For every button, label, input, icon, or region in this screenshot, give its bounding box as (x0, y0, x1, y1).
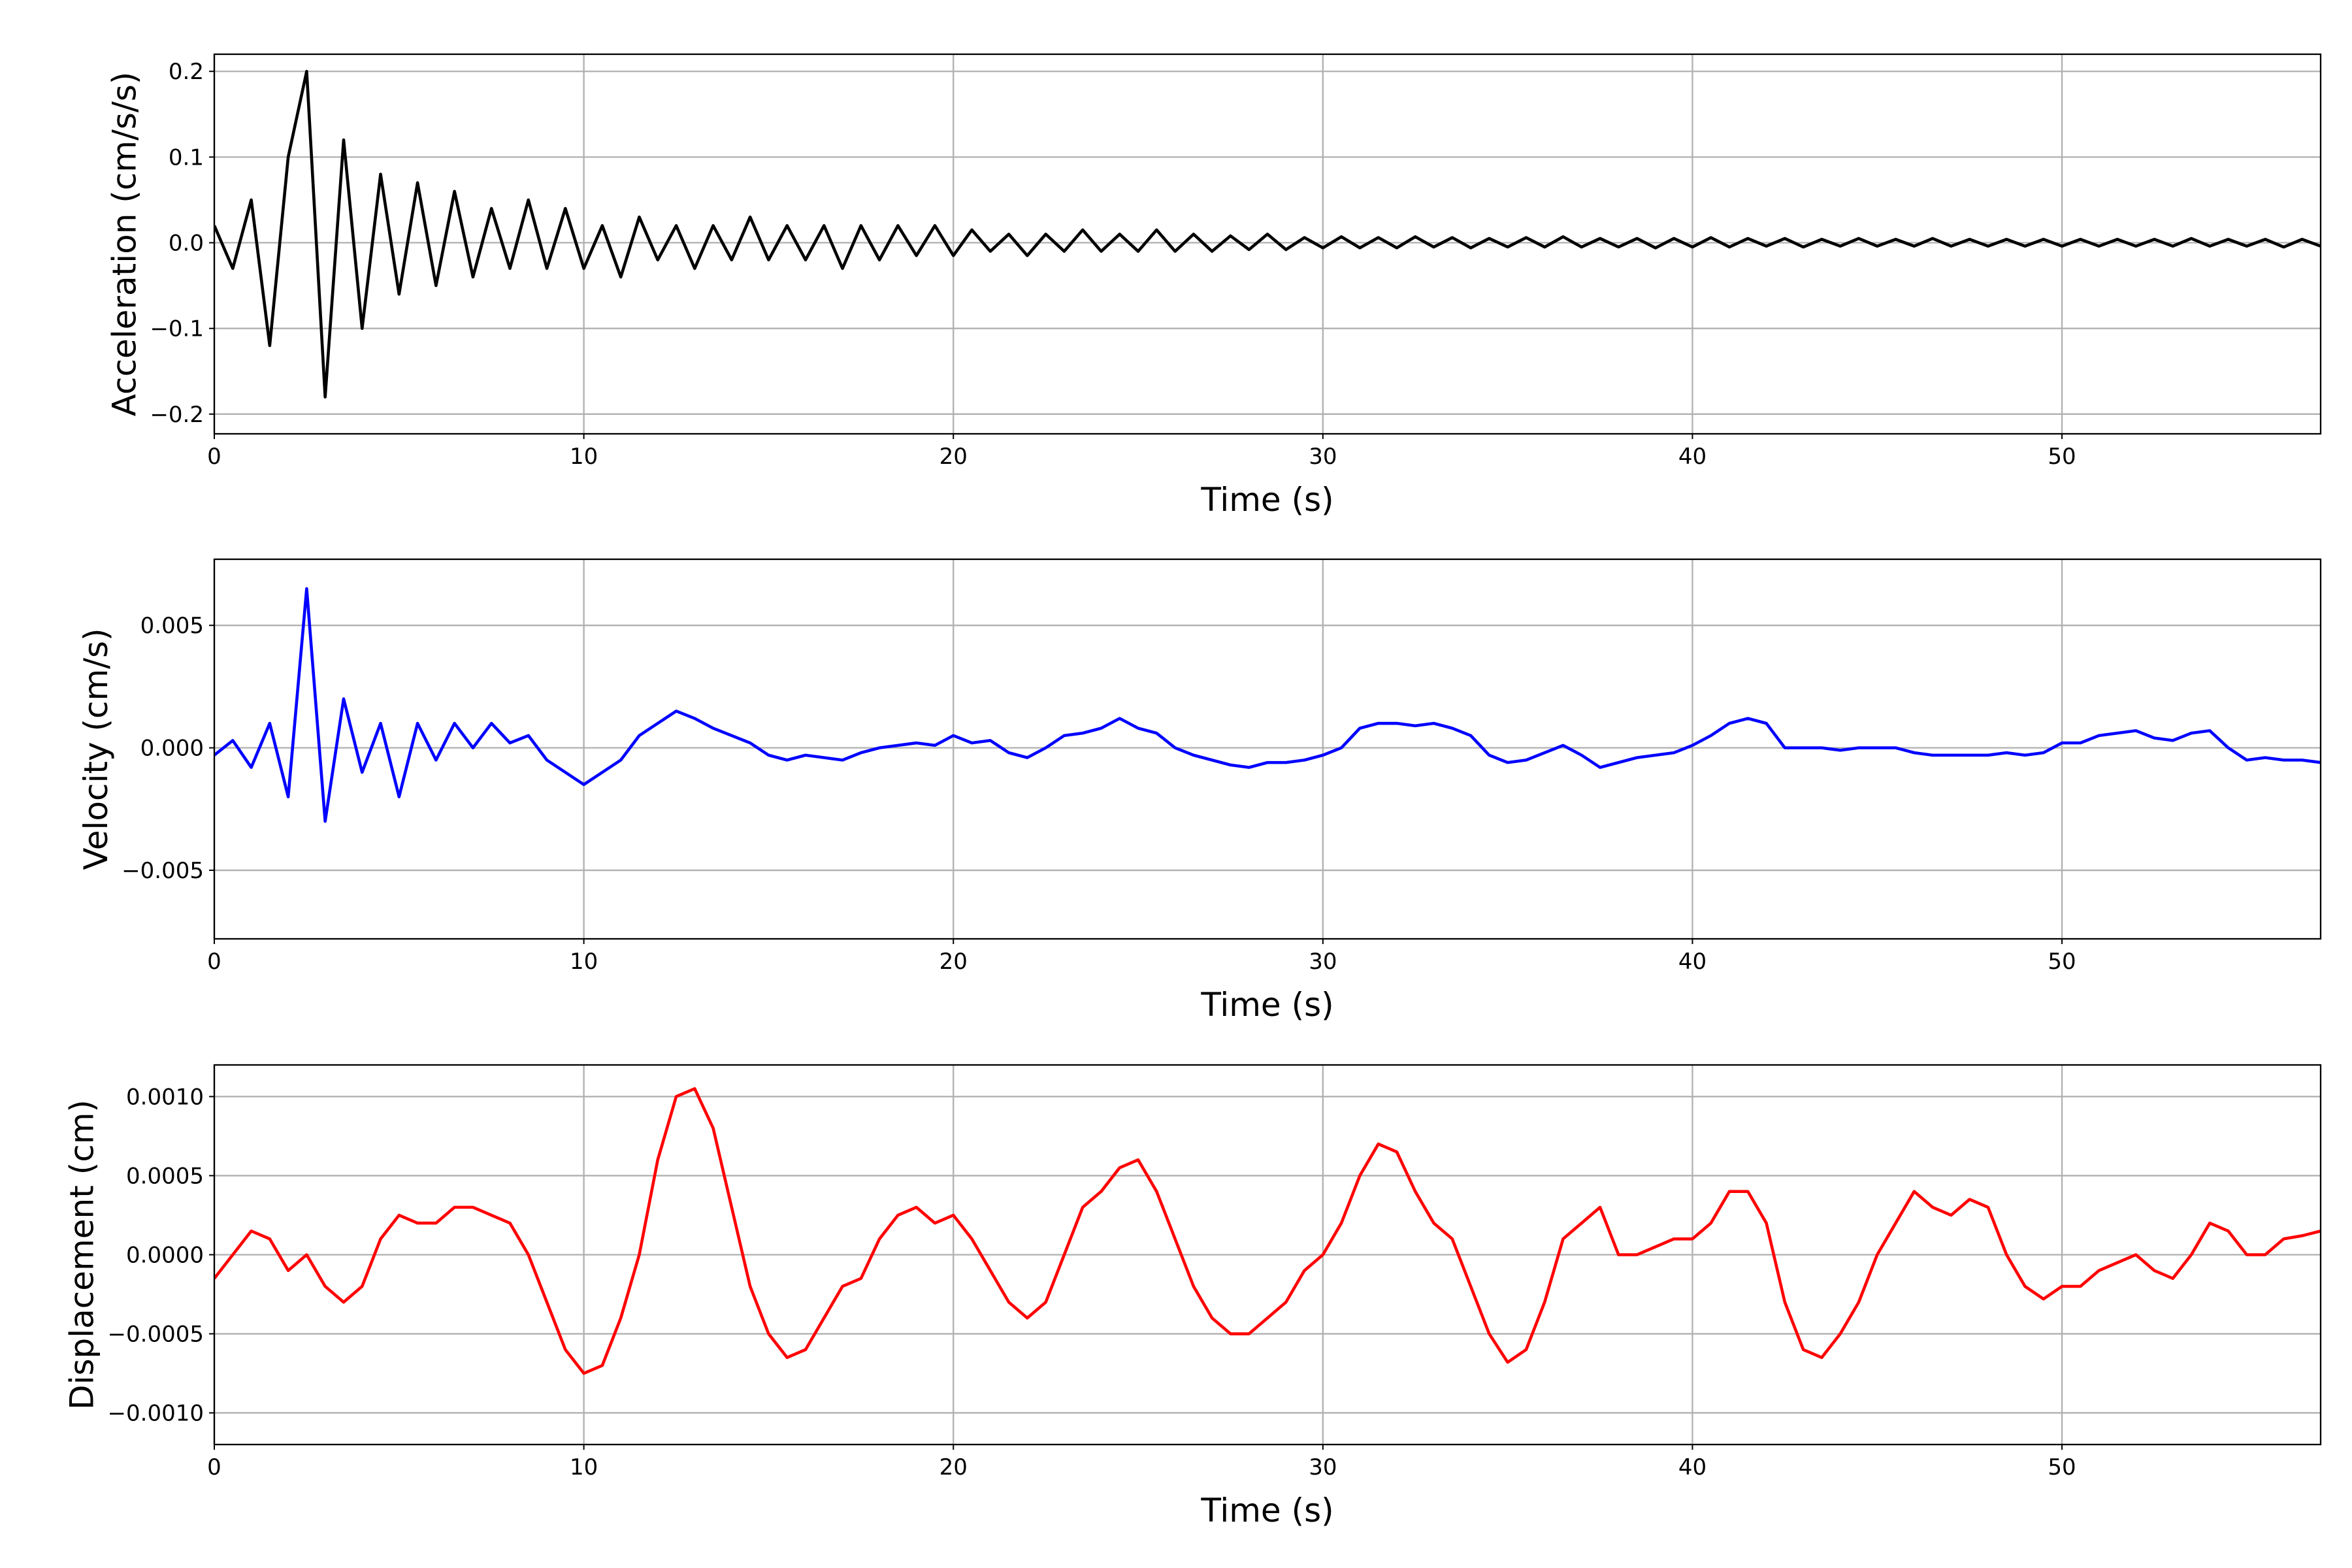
x-tick-label: 40 (1678, 444, 1707, 470)
x-axis-label: Time (s) (1200, 986, 1333, 1024)
y-tick-label: −0.1 (150, 316, 204, 342)
y-tick-label: 0.1 (169, 144, 204, 171)
x-axis-label: Time (s) (1200, 481, 1333, 519)
x-tick-label: 10 (570, 444, 598, 470)
y-tick-label: 0.0 (169, 231, 204, 257)
x-tick-label: 50 (2048, 1454, 2076, 1480)
y-tick-label: −0.2 (150, 402, 204, 428)
x-tick-label: 0 (207, 1454, 221, 1480)
y-axis-label: Velocity (cm/s) (77, 628, 115, 870)
x-tick-label: 20 (939, 949, 968, 975)
x-tick-label: 50 (2048, 444, 2076, 470)
data-line (214, 587, 2321, 823)
y-tick-label: −0.0010 (108, 1401, 204, 1427)
x-tick-label: 50 (2048, 949, 2076, 975)
x-tick-label: 30 (1309, 444, 1337, 470)
x-tick-label: 0 (207, 949, 221, 975)
plot-frame (213, 53, 2322, 435)
x-tick-label: 30 (1309, 949, 1337, 975)
y-axis-label: Acceleration (cm/s/s) (105, 72, 143, 417)
x-axis-label: Time (s) (1200, 1492, 1333, 1529)
data-line (214, 69, 2321, 399)
y-tick-label: 0.2 (169, 59, 204, 85)
x-tick-label: 20 (939, 444, 968, 470)
x-tick-label: 20 (939, 1454, 968, 1480)
x-tick-label: 40 (1678, 949, 1707, 975)
y-axis-label: Displacement (cm) (63, 1100, 101, 1410)
plot-frame (213, 558, 2322, 940)
x-tick-label: 40 (1678, 1454, 1707, 1480)
y-tick-label: 0.0000 (126, 1243, 204, 1269)
y-tick-label: 0.0010 (126, 1084, 204, 1110)
x-tick-label: 10 (570, 1454, 598, 1480)
x-tick-label: 0 (207, 444, 221, 470)
plot-frame (213, 1064, 2322, 1446)
data-line (214, 1087, 2321, 1375)
y-tick-label: 0.000 (140, 736, 204, 762)
x-tick-label: 30 (1309, 1454, 1337, 1480)
y-tick-label: −0.005 (122, 858, 204, 884)
y-tick-label: 0.0005 (126, 1163, 204, 1189)
y-tick-label: 0.005 (140, 613, 204, 639)
y-tick-label: −0.0005 (108, 1322, 204, 1348)
x-tick-label: 10 (570, 949, 598, 975)
